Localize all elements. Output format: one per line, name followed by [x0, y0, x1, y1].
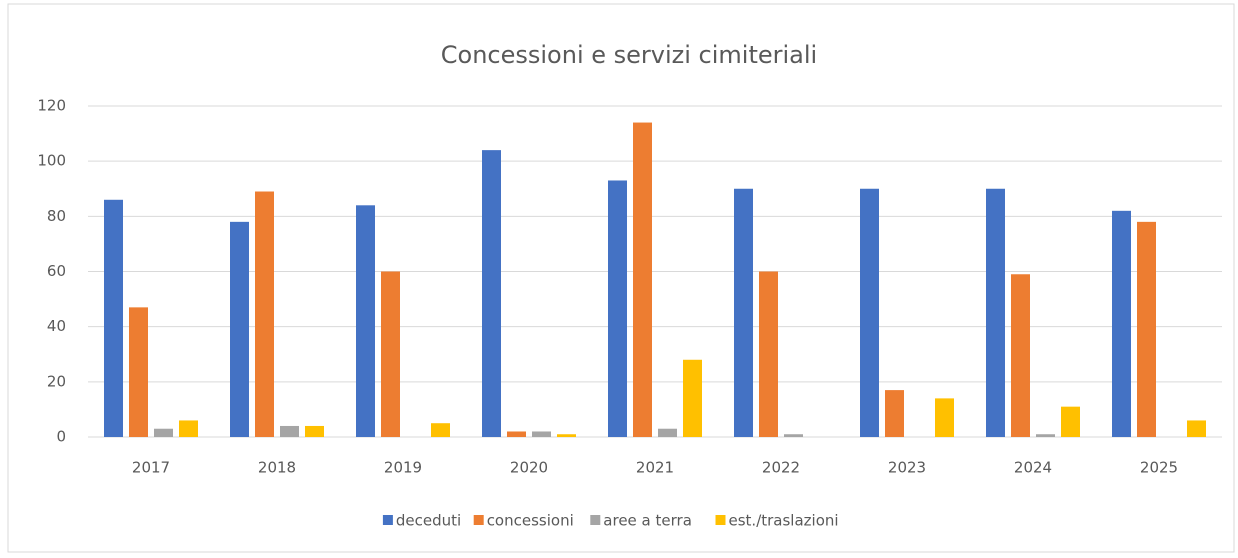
- legend-label: deceduti: [396, 512, 461, 530]
- chart-title: Concessioni e servizi cimiteriali: [441, 41, 817, 69]
- y-tick-label: 40: [47, 317, 66, 335]
- legend-label: concessioni: [487, 512, 574, 530]
- bar: [1187, 420, 1206, 437]
- x-tick-label: 2019: [384, 459, 422, 477]
- bar: [104, 199, 123, 437]
- bar: [305, 425, 324, 437]
- legend-swatch: [473, 515, 484, 525]
- legend-swatch: [715, 515, 726, 525]
- bar: [860, 188, 879, 437]
- legend-label: aree a terra: [603, 512, 692, 530]
- bar: [885, 390, 904, 437]
- legend-swatch: [382, 515, 393, 525]
- bar: [986, 188, 1005, 437]
- bar: [154, 428, 173, 437]
- bar: [356, 205, 375, 437]
- x-tick-label: 2022: [762, 459, 800, 477]
- x-tick-label: 2025: [1140, 459, 1178, 477]
- bar: [683, 359, 702, 437]
- bar: [280, 425, 299, 437]
- bar: [507, 431, 526, 437]
- legend-label: est./traslazioni: [729, 512, 839, 530]
- x-tick-label: 2023: [888, 459, 926, 477]
- x-tick-label: 2018: [258, 459, 296, 477]
- bar: [608, 180, 627, 437]
- x-tick-label: 2024: [1014, 459, 1052, 477]
- bar: [230, 221, 249, 437]
- bar: [1011, 274, 1030, 437]
- bar: [633, 122, 652, 438]
- bar: [1112, 210, 1131, 437]
- x-tick-label: 2017: [132, 459, 170, 477]
- y-tick-label: 20: [47, 372, 66, 390]
- bar: [935, 398, 954, 437]
- bar: [532, 431, 551, 437]
- bar: [557, 434, 576, 437]
- bar: [255, 191, 274, 437]
- y-tick-label: 120: [37, 97, 66, 115]
- bar: [482, 150, 501, 437]
- bar: [431, 423, 450, 437]
- bar: [734, 188, 753, 437]
- x-tick-label: 2021: [636, 459, 674, 477]
- bar: [658, 428, 677, 437]
- y-tick-label: 0: [56, 428, 66, 446]
- bar: [784, 434, 803, 437]
- bar: [759, 271, 778, 437]
- legend-swatch: [590, 515, 601, 525]
- bar: [1036, 434, 1055, 437]
- y-tick-label: 60: [47, 262, 66, 280]
- bar: [1137, 221, 1156, 437]
- y-tick-label: 100: [37, 152, 66, 170]
- bar: [179, 420, 198, 437]
- bar: [129, 307, 148, 437]
- bar: [1061, 406, 1080, 437]
- bar: [381, 271, 400, 437]
- x-tick-label: 2020: [510, 459, 548, 477]
- y-tick-label: 80: [47, 207, 66, 225]
